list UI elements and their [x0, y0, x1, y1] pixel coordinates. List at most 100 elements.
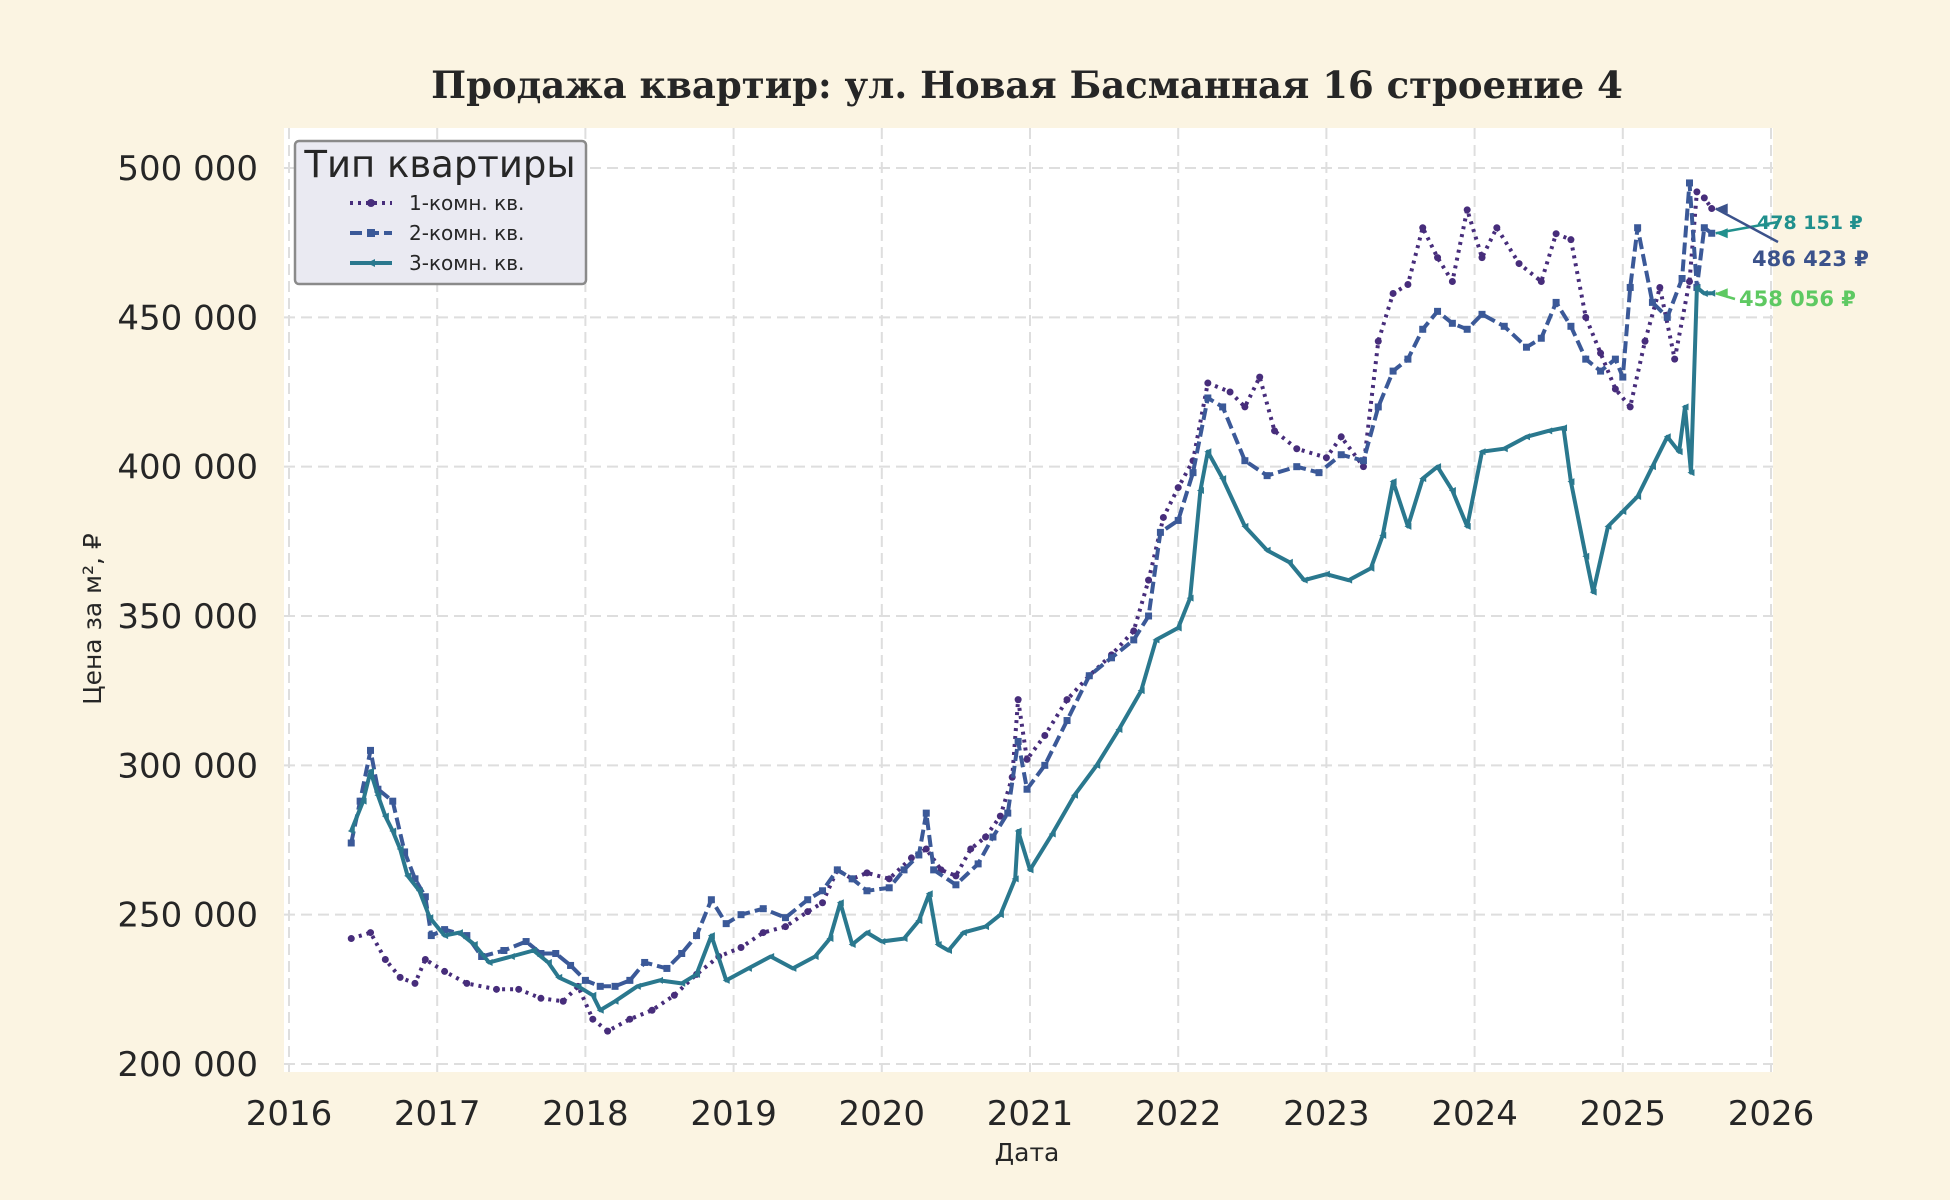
series-1-point [537, 994, 545, 1002]
series-2-point [1014, 737, 1022, 745]
series-2-point [1315, 469, 1323, 477]
series-1-point [952, 872, 960, 880]
series-2-point [1219, 403, 1227, 411]
series-3-point [1093, 761, 1101, 769]
annotation-arrowhead [1715, 288, 1728, 299]
series-2-point [989, 833, 997, 841]
series-2-point [693, 932, 701, 940]
series-2-point [1648, 298, 1656, 306]
series-3-point [944, 947, 952, 955]
series-3-point [611, 997, 619, 1005]
series-3-point [347, 827, 355, 835]
series-2-point [1108, 654, 1116, 662]
series-1-point [1063, 696, 1071, 704]
series-2-point [389, 797, 397, 805]
series-1-point [1204, 379, 1212, 387]
series-2-point [1263, 472, 1271, 480]
series-1-point [1478, 254, 1486, 262]
series-3-point [426, 914, 434, 922]
series-2 [347, 179, 1716, 990]
series-1-point [1434, 254, 1442, 262]
series-1-point [441, 967, 449, 975]
x-tick-label: 2024 [1431, 1094, 1518, 1134]
series-1-point [515, 985, 523, 993]
series-3-point [767, 952, 775, 960]
series-3-point [530, 947, 538, 955]
series-3-point [485, 958, 493, 966]
x-axis-label: Дата [995, 1138, 1060, 1167]
series-3-point [1186, 594, 1194, 602]
series-3-point [1322, 570, 1330, 578]
series-3-point [722, 976, 730, 984]
series-3-point [1174, 624, 1182, 632]
x-tick-label: 2022 [1135, 1094, 1222, 1134]
series-3-point [389, 827, 397, 835]
series-2-point [596, 982, 604, 990]
series-1-point [381, 955, 389, 963]
series-2-point [1700, 224, 1708, 232]
series-1-point [1611, 385, 1619, 393]
series-3-point [1567, 478, 1575, 486]
series-3-point [707, 932, 715, 940]
y-axis-ticks: 200 000 250 000 300 000 350 000 400 000 450 0… [117, 149, 258, 1085]
legend-swatch-marker [367, 259, 375, 267]
series-1-point [1271, 427, 1279, 435]
series-1-point [347, 935, 355, 943]
series-3-point [1011, 875, 1019, 883]
series-1-point [411, 979, 419, 987]
series-2-point [952, 881, 960, 889]
series-2-point [1552, 298, 1560, 306]
series-3-point [1285, 558, 1293, 566]
series-3-point [374, 791, 382, 799]
series-3-point [1604, 522, 1612, 530]
series-1-point [559, 997, 567, 1005]
series-2-point [1241, 457, 1249, 465]
series-1-point [670, 991, 678, 999]
x-tick-label: 2019 [690, 1094, 777, 1134]
series-3-point [1404, 522, 1412, 530]
series-2-point [1626, 283, 1634, 291]
series-3-point [1115, 725, 1123, 733]
series-3-point [1560, 424, 1568, 432]
series-3-point [1219, 475, 1227, 483]
series-3-point [470, 941, 478, 949]
series-3-point [878, 938, 886, 946]
x-tick-label: 2026 [1728, 1094, 1815, 1134]
series-3-point [1419, 475, 1427, 483]
series-2-point [1708, 229, 1716, 237]
series-1-point [1656, 283, 1664, 291]
legend-items: 1-комн. кв. 2-комн. кв. 3-комн. кв. [350, 191, 524, 275]
series-2-point [1567, 322, 1575, 330]
series-1-point [982, 833, 990, 841]
series-2-point [678, 949, 686, 957]
series-3-point [1687, 469, 1695, 477]
series-1-point [1597, 349, 1605, 357]
series-3-point [1663, 433, 1671, 441]
series-2-point [833, 866, 841, 874]
series-3-point [959, 929, 967, 937]
series-2-point [922, 809, 930, 817]
series-1-point [1708, 205, 1716, 213]
series-2-point [463, 932, 471, 940]
series-3-point [544, 958, 552, 966]
annotations-layer: 478 151 ₽ 486 423 ₽ 458 056 ₽ [1715, 203, 1869, 311]
y-tick-label: 450 000 [117, 298, 258, 338]
series-1-point [781, 923, 789, 931]
y-tick-label: 200 000 [117, 1045, 258, 1085]
series-layer [347, 179, 1716, 1035]
annotation-label: 478 151 ₽ [1757, 212, 1863, 234]
series-2-point [421, 893, 429, 901]
series-1-point [1322, 454, 1330, 462]
series-1-point [885, 875, 893, 883]
series-3-point [1648, 463, 1656, 471]
series-3-point [589, 991, 597, 999]
series-3-point [789, 964, 797, 972]
series-2-point [1522, 343, 1530, 351]
series-2-point [1663, 313, 1671, 321]
series-3-point [455, 929, 463, 937]
series-2-point [804, 896, 812, 904]
legend-item-label: 1-комн. кв. [409, 191, 524, 215]
series-2-point [974, 860, 982, 868]
series-3-point [848, 941, 856, 949]
series-1-point [1359, 463, 1367, 471]
